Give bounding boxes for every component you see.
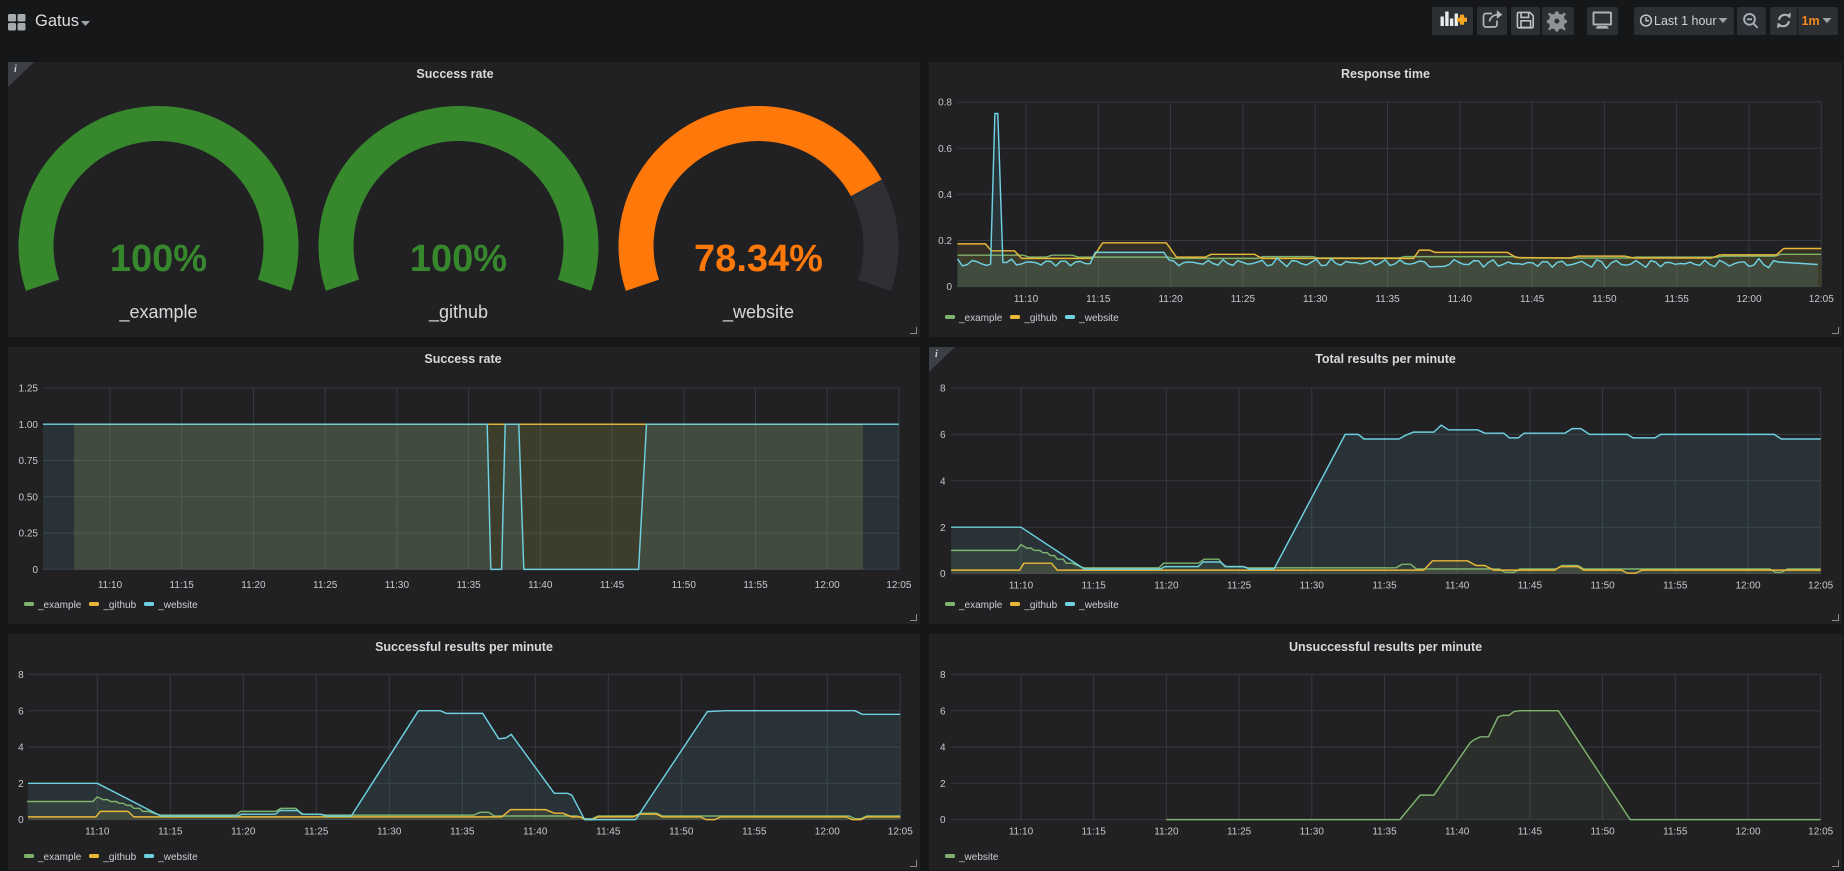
svg-text:2: 2 <box>940 779 946 790</box>
svg-text:11:50: 11:50 <box>1590 581 1615 592</box>
svg-text:1.25: 1.25 <box>19 384 39 395</box>
svg-text:11:55: 11:55 <box>1663 827 1688 838</box>
svg-text:11:20: 11:20 <box>231 827 256 838</box>
svg-text:11:55: 11:55 <box>1663 581 1688 592</box>
svg-text:11:25: 11:25 <box>304 827 329 838</box>
svg-text:11:10: 11:10 <box>98 580 123 591</box>
svg-text:11:30: 11:30 <box>1300 581 1325 592</box>
svg-text:8: 8 <box>940 670 946 681</box>
svg-text:4: 4 <box>940 743 946 754</box>
svg-text:12:00: 12:00 <box>815 827 840 838</box>
svg-text:0: 0 <box>32 565 38 576</box>
svg-text:_example: _example <box>118 302 197 323</box>
svg-text:11:40: 11:40 <box>528 580 553 591</box>
svg-text:4: 4 <box>940 476 946 487</box>
svg-text:11:10: 11:10 <box>1009 827 1034 838</box>
svg-text:0.2: 0.2 <box>938 236 952 247</box>
svg-text:11:15: 11:15 <box>1082 827 1107 838</box>
svg-text:11:30: 11:30 <box>1300 827 1325 838</box>
svg-text:100%: 100% <box>110 238 207 280</box>
svg-text:11:55: 11:55 <box>742 827 767 838</box>
svg-text:11:45: 11:45 <box>600 580 625 591</box>
svg-text:11:20: 11:20 <box>1154 827 1179 838</box>
svg-text:0.75: 0.75 <box>19 456 39 467</box>
svg-text:11:40: 11:40 <box>1445 581 1470 592</box>
svg-text:11:20: 11:20 <box>241 580 266 591</box>
svg-text:12:00: 12:00 <box>815 580 840 591</box>
svg-text:11:25: 11:25 <box>1227 827 1252 838</box>
svg-text:11:30: 11:30 <box>377 827 402 838</box>
svg-text:11:45: 11:45 <box>1520 294 1545 305</box>
svg-text:11:15: 11:15 <box>158 827 183 838</box>
svg-text:0: 0 <box>940 815 946 826</box>
svg-text:0.8: 0.8 <box>938 98 952 109</box>
svg-text:0: 0 <box>18 815 24 826</box>
svg-text:6: 6 <box>18 706 24 717</box>
svg-text:11:30: 11:30 <box>1303 294 1328 305</box>
svg-text:8: 8 <box>18 670 24 681</box>
svg-text:1m: 1m <box>1802 14 1820 28</box>
svg-text:11:40: 11:40 <box>1448 294 1473 305</box>
svg-text:11:15: 11:15 <box>1086 294 1111 305</box>
svg-text:12:05: 12:05 <box>886 580 911 591</box>
svg-text:11:25: 11:25 <box>1231 294 1256 305</box>
svg-text:11:50: 11:50 <box>669 827 694 838</box>
svg-text:11:20: 11:20 <box>1158 294 1183 305</box>
svg-text:100%: 100% <box>410 238 507 280</box>
svg-text:11:35: 11:35 <box>1372 827 1397 838</box>
svg-text:12:00: 12:00 <box>1735 581 1760 592</box>
svg-text:4: 4 <box>18 743 24 754</box>
svg-text:11:35: 11:35 <box>1372 581 1397 592</box>
svg-text:Last 1 hour: Last 1 hour <box>1654 14 1717 28</box>
svg-text:6: 6 <box>940 430 946 441</box>
svg-text:11:25: 11:25 <box>1227 581 1252 592</box>
svg-text:11:40: 11:40 <box>523 827 548 838</box>
svg-text:8: 8 <box>940 384 946 395</box>
svg-text:6: 6 <box>940 706 946 717</box>
svg-text:0.4: 0.4 <box>938 190 952 201</box>
svg-text:12:05: 12:05 <box>888 827 913 838</box>
svg-text:11:35: 11:35 <box>450 827 475 838</box>
svg-text:11:50: 11:50 <box>1592 294 1617 305</box>
svg-text:11:30: 11:30 <box>385 580 410 591</box>
svg-text:12:00: 12:00 <box>1736 294 1761 305</box>
svg-text:2: 2 <box>940 523 946 534</box>
svg-text:11:50: 11:50 <box>1590 827 1615 838</box>
svg-text:12:00: 12:00 <box>1735 827 1760 838</box>
svg-text:11:15: 11:15 <box>170 580 195 591</box>
svg-text:12:05: 12:05 <box>1809 294 1834 305</box>
svg-text:78.34%: 78.34% <box>694 238 823 280</box>
svg-text:11:55: 11:55 <box>743 580 768 591</box>
svg-text:_website: _website <box>722 302 794 323</box>
svg-text:11:45: 11:45 <box>1518 581 1543 592</box>
svg-text:11:45: 11:45 <box>596 827 621 838</box>
svg-text:0: 0 <box>940 569 946 580</box>
svg-text:0.6: 0.6 <box>938 144 952 155</box>
svg-text:11:10: 11:10 <box>85 827 110 838</box>
svg-text:12:05: 12:05 <box>1808 827 1833 838</box>
svg-text:11:15: 11:15 <box>1082 581 1107 592</box>
svg-text:11:20: 11:20 <box>1154 581 1179 592</box>
svg-text:0: 0 <box>946 282 952 293</box>
svg-text:11:25: 11:25 <box>313 580 338 591</box>
svg-text:0.25: 0.25 <box>19 529 39 540</box>
svg-text:11:35: 11:35 <box>456 580 481 591</box>
svg-text:11:45: 11:45 <box>1518 827 1543 838</box>
svg-text:0.50: 0.50 <box>19 492 39 503</box>
svg-text:_github: _github <box>428 302 488 323</box>
svg-text:1.00: 1.00 <box>19 420 39 431</box>
svg-text:11:10: 11:10 <box>1009 581 1034 592</box>
svg-text:11:40: 11:40 <box>1445 827 1470 838</box>
svg-text:11:50: 11:50 <box>672 580 697 591</box>
svg-text:11:10: 11:10 <box>1014 294 1039 305</box>
svg-text:11:55: 11:55 <box>1665 294 1690 305</box>
svg-text:12:05: 12:05 <box>1808 581 1833 592</box>
svg-text:11:35: 11:35 <box>1375 294 1400 305</box>
svg-text:2: 2 <box>18 779 24 790</box>
